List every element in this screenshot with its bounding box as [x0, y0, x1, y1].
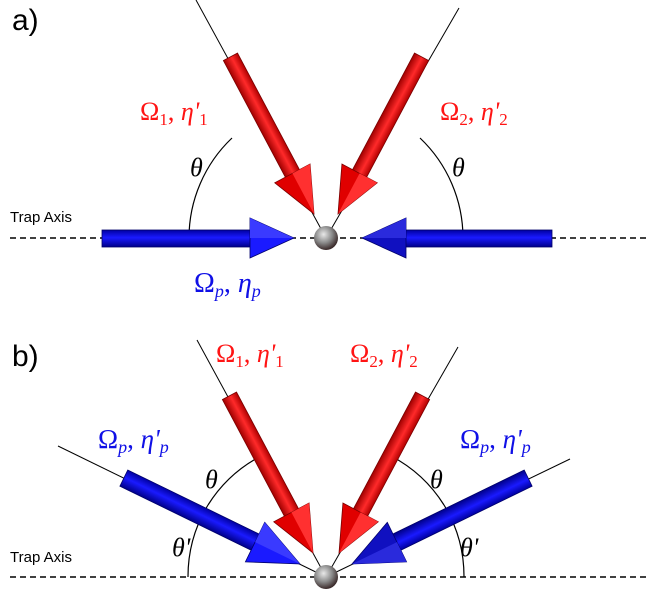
beam1-omega-sub: 1 — [159, 110, 168, 129]
beam1-arrow — [222, 52, 315, 215]
probe-left-label-b: Ωp, η'p — [98, 424, 169, 457]
angle-theta-top-left: θ — [205, 465, 218, 494]
beam1-eta-sub-b: 1 — [275, 352, 284, 371]
angle-theta-prime-left: θ' — [172, 533, 191, 562]
probe-left-omega-sub: p — [116, 437, 127, 457]
beam1-arrow-b — [221, 391, 314, 554]
trap-axis-label-b: Trap Axis — [10, 549, 72, 566]
beam1-omega-b: Ω — [216, 339, 235, 368]
probe-arrow-right-b — [351, 469, 533, 565]
panel-a: a) Trap Axis θ θ — [10, 0, 650, 301]
ion-b — [314, 565, 338, 589]
probe-right-eta-sub: p — [520, 437, 531, 457]
beam1-omega: Ω — [140, 97, 159, 126]
beam1-omega-sub-b: 1 — [235, 352, 244, 371]
angle-theta-top-right: θ — [430, 465, 443, 494]
angle-arc-right — [419, 137, 464, 239]
beam1-eta: η' — [181, 97, 200, 126]
beam2-arrow — [337, 52, 430, 215]
panel-b: b) Trap Axis — [10, 339, 650, 589]
probe-left-eta-sub: p — [158, 437, 169, 457]
beam2-omega-sub-b: 2 — [369, 352, 378, 371]
probe-omega-sub: p — [213, 281, 224, 301]
angle-theta-left: θ — [190, 153, 203, 182]
beam2-omega: Ω — [440, 97, 459, 126]
probe-right-eta: η' — [503, 424, 523, 454]
probe-arrow-right — [361, 217, 553, 259]
beam2-eta-b: η' — [391, 339, 410, 368]
panel-b-label: b) — [12, 340, 39, 373]
angle-theta-right: θ — [452, 153, 465, 182]
beam2-omega-sub: 2 — [459, 110, 468, 129]
probe-eta-sub: p — [250, 281, 261, 301]
beam2-eta-sub: 2 — [499, 110, 508, 129]
probe-left-eta: η' — [141, 424, 161, 454]
beam2-label-b: Ω2, η'2 — [350, 339, 418, 371]
probe-label: Ωp, ηp — [194, 268, 261, 301]
probe-left-omega: Ω — [98, 424, 118, 454]
beam2-omega-b: Ω — [350, 339, 369, 368]
ion — [314, 226, 338, 250]
beam1-label-b: Ω1, η'1 — [216, 339, 284, 371]
beam2-eta: η' — [481, 97, 500, 126]
probe-arrow-left-b — [119, 469, 301, 565]
trap-axis-label: Trap Axis — [10, 209, 72, 226]
panel-a-label: a) — [12, 4, 39, 37]
beam2-arrow-b — [338, 391, 431, 554]
beam1-label: Ω1, η'1 — [140, 97, 208, 129]
beam1-eta-b: η' — [257, 339, 276, 368]
probe-arrow-left — [101, 217, 295, 259]
beam1-eta-sub: 1 — [199, 110, 208, 129]
probe-omega: Ω — [194, 268, 215, 299]
angle-theta-prime-right: θ' — [460, 533, 479, 562]
probe-right-omega: Ω — [460, 424, 480, 454]
probe-right-label-b: Ωp, η'p — [460, 424, 531, 457]
beam2-label: Ω2, η'2 — [440, 97, 508, 129]
probe-right-omega-sub: p — [478, 437, 489, 457]
beam2-eta-sub-b: 2 — [409, 352, 418, 371]
angle-arc-left — [188, 137, 233, 239]
probe-eta: η — [238, 268, 252, 299]
